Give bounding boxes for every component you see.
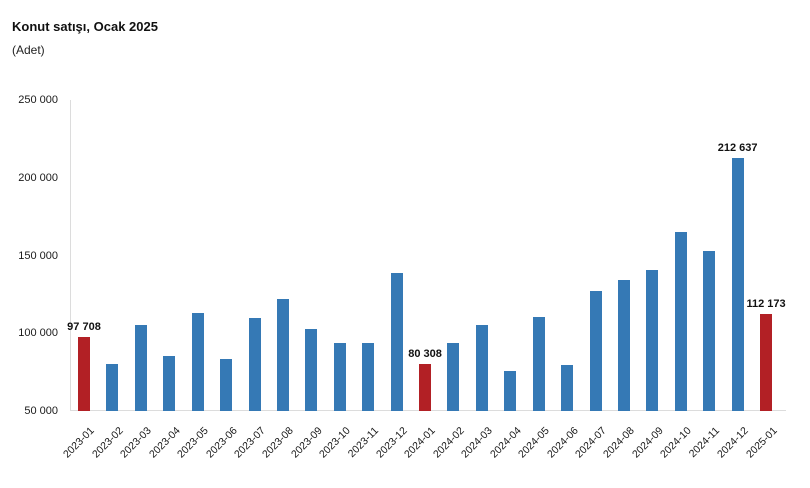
bar-2024-03 [475,325,488,411]
plot-area: 97 708 80 308 212 637 112 173 2023-01 2023-02… [62,100,786,460]
bar-2024-02 [447,343,460,411]
bar-2023-10 [333,343,346,411]
x-axis-tick-label: 2023-01 [61,424,98,461]
y-axis-tick-label: 50 000 [24,405,58,417]
y-axis-tick-label: 200 000 [18,171,58,184]
bar-2024-10 [674,232,687,411]
bar-2024-07 [589,291,602,411]
bar-2024-11 [703,251,716,411]
bar-2023-05 [191,313,204,411]
bar-2023-11 [362,343,375,411]
bar-2023-03 [134,325,147,411]
bar-2023-02 [106,364,119,411]
bar-2024-09 [646,270,659,411]
bar-2023-01 [78,337,90,411]
bar-value-label-2024-01: 80 308 [408,348,442,360]
y-axis-tick-label: 100 000 [18,327,58,340]
y-axis-tick-label: 250 000 [18,94,58,106]
bar-2023-08 [276,299,289,411]
bar-2023-12 [390,273,403,411]
bar-2024-12 [731,158,744,411]
y-axis-line [70,100,71,411]
chart-title: Konut satışı, Ocak 2025 [12,19,158,34]
bar-2023-04 [163,356,176,411]
bar-2024-06 [561,365,574,411]
bar-2024-08 [617,280,630,411]
y-axis-tick-label: 150 000 [18,249,58,262]
bar-2023-06 [220,359,233,411]
bar-2024-04 [504,371,517,411]
bar-value-label-2024-12: 212 637 [717,142,758,154]
bar-2023-09 [305,329,318,411]
bar-2024-05 [532,317,545,411]
chart-unit-label: (Adet) [12,43,45,57]
x-axis-tick-label: 2024-12 [715,424,751,461]
bar-value-label-2023-01: 97 708 [67,321,101,333]
bar-value-label-2025-01: 112 173 [746,298,786,310]
bar-2025-01 [760,314,773,411]
bar-2024-01 [419,364,432,411]
bar-2023-07 [248,318,261,411]
